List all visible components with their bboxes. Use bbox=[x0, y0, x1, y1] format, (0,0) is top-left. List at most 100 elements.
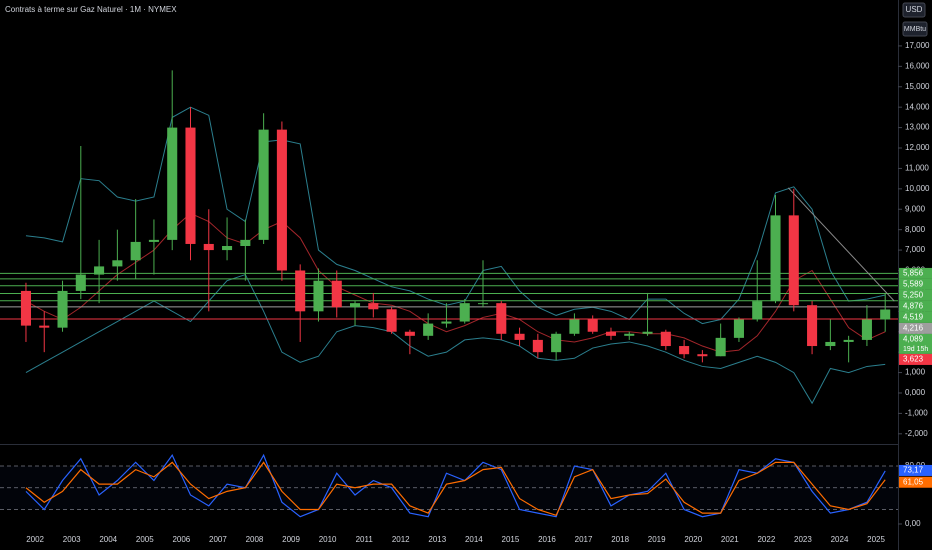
value-tag-label: 61,05 bbox=[903, 477, 924, 486]
x-tick-label: 2015 bbox=[502, 535, 520, 544]
candle-body bbox=[587, 319, 598, 332]
x-tick-label: 2006 bbox=[172, 535, 190, 544]
candle-body bbox=[441, 321, 452, 324]
candle-body bbox=[276, 129, 287, 271]
price-tag-label: 4,519 bbox=[903, 313, 924, 322]
countdown: 19d 15h bbox=[903, 346, 928, 353]
x-tick-label: 2016 bbox=[538, 535, 556, 544]
candle-body bbox=[697, 354, 708, 357]
x-tick-label: 2021 bbox=[721, 535, 739, 544]
x-tick-label: 2011 bbox=[356, 535, 374, 544]
x-tick-label: 2007 bbox=[209, 535, 227, 544]
candle-body bbox=[477, 303, 489, 305]
overlay-line bbox=[25, 273, 886, 405]
candle-body bbox=[148, 239, 159, 242]
price-tag-label: 4,216 bbox=[903, 324, 924, 333]
price-tag bbox=[899, 333, 932, 354]
price-tag-label: 3,623 bbox=[903, 355, 924, 364]
candle-body bbox=[313, 280, 324, 312]
candle-body bbox=[551, 333, 562, 353]
candle-body bbox=[569, 319, 580, 334]
candle-body bbox=[825, 341, 836, 347]
y-tick-label: 7,000 bbox=[905, 245, 926, 254]
candle-body bbox=[807, 305, 818, 347]
y-tick-label: 0,000 bbox=[905, 388, 926, 397]
price-tag bbox=[899, 289, 932, 301]
x-tick-label: 2008 bbox=[246, 535, 264, 544]
x-tick-label: 2014 bbox=[465, 535, 483, 544]
y-tick-label: 15,000 bbox=[905, 82, 930, 91]
candle-body bbox=[94, 266, 105, 275]
price-tag bbox=[899, 267, 932, 279]
y-tick-label: 17,000 bbox=[905, 41, 930, 50]
candle-body bbox=[459, 303, 470, 322]
x-tick-label: 2003 bbox=[63, 535, 81, 544]
y-tick-label: -2,000 bbox=[905, 429, 928, 438]
candle-body bbox=[788, 215, 799, 306]
candle-body bbox=[368, 303, 379, 310]
x-tick-label: 2022 bbox=[757, 535, 775, 544]
y-tick-label: 10,000 bbox=[905, 184, 930, 193]
y-tick-label: 8,000 bbox=[905, 225, 926, 234]
candle-body bbox=[185, 127, 196, 244]
candle-body bbox=[642, 331, 653, 334]
y-tick-label: 13,000 bbox=[905, 123, 930, 132]
x-tick-label: 2023 bbox=[794, 535, 812, 544]
x-tick-label: 2025 bbox=[867, 535, 885, 544]
value-tag-label: 73,17 bbox=[903, 466, 924, 475]
value-tag bbox=[899, 464, 932, 476]
x-tick-label: 2005 bbox=[136, 535, 154, 544]
price-tag-label: 5,589 bbox=[903, 280, 924, 289]
unit[interactable]: MMBtu bbox=[904, 26, 926, 33]
candle-body bbox=[770, 215, 781, 302]
candle-body bbox=[733, 319, 744, 338]
candle-body bbox=[660, 331, 671, 347]
y-tick-label: 14,000 bbox=[905, 102, 930, 111]
x-tick-label: 2020 bbox=[684, 535, 702, 544]
candle-body bbox=[57, 290, 68, 328]
candle-body bbox=[624, 333, 635, 336]
y-tick-label: 16,000 bbox=[905, 61, 930, 70]
candle-body bbox=[514, 333, 525, 340]
x-tick-label: 2019 bbox=[648, 535, 666, 544]
candle-body bbox=[331, 280, 342, 308]
x-tick-label: 2010 bbox=[319, 535, 337, 544]
trendline bbox=[787, 187, 895, 302]
unit-box[interactable] bbox=[902, 21, 928, 37]
candle-body bbox=[258, 129, 269, 240]
x-tick-label: 2013 bbox=[428, 535, 446, 544]
price-tag bbox=[899, 278, 932, 290]
candle-body bbox=[240, 239, 251, 246]
x-tick-label: 2004 bbox=[99, 535, 117, 544]
y-tick-label: 9,000 bbox=[905, 204, 926, 213]
candle-body bbox=[222, 245, 233, 251]
candle-body bbox=[605, 331, 617, 336]
x-tick-label: 2012 bbox=[392, 535, 410, 544]
candle-body bbox=[167, 127, 178, 240]
price-tag bbox=[899, 353, 932, 365]
price-tag-label: 4,876 bbox=[903, 302, 924, 311]
oscillator-line bbox=[25, 453, 886, 518]
candle-body bbox=[752, 301, 763, 320]
x-tick-label: 2017 bbox=[575, 535, 593, 544]
candle-body bbox=[39, 325, 50, 328]
price-tag-label: 5,250 bbox=[903, 291, 924, 300]
candle-body bbox=[404, 331, 415, 336]
y-tick-label: 1,000 bbox=[905, 368, 926, 377]
candle-body bbox=[75, 274, 86, 291]
x-tick-label: 2024 bbox=[831, 535, 849, 544]
y-tick-label: -1,000 bbox=[905, 409, 928, 418]
currency[interactable]: USD bbox=[906, 5, 923, 14]
candle-body bbox=[203, 243, 214, 251]
oscillator-line bbox=[25, 461, 886, 517]
price-tag-label: 4,089 bbox=[903, 335, 924, 344]
price-tag-label: 5,856 bbox=[903, 269, 924, 278]
candle-body bbox=[350, 303, 361, 308]
y-tick-label: 11,000 bbox=[905, 164, 929, 173]
currency-box[interactable] bbox=[902, 2, 926, 18]
chart-title: Contrats à terme sur Gaz Naturel · 1M · … bbox=[5, 5, 177, 14]
candle-body bbox=[423, 323, 434, 336]
candle-body bbox=[295, 270, 306, 312]
y-tick-label: 12,000 bbox=[905, 143, 930, 152]
candle-body bbox=[715, 337, 726, 357]
